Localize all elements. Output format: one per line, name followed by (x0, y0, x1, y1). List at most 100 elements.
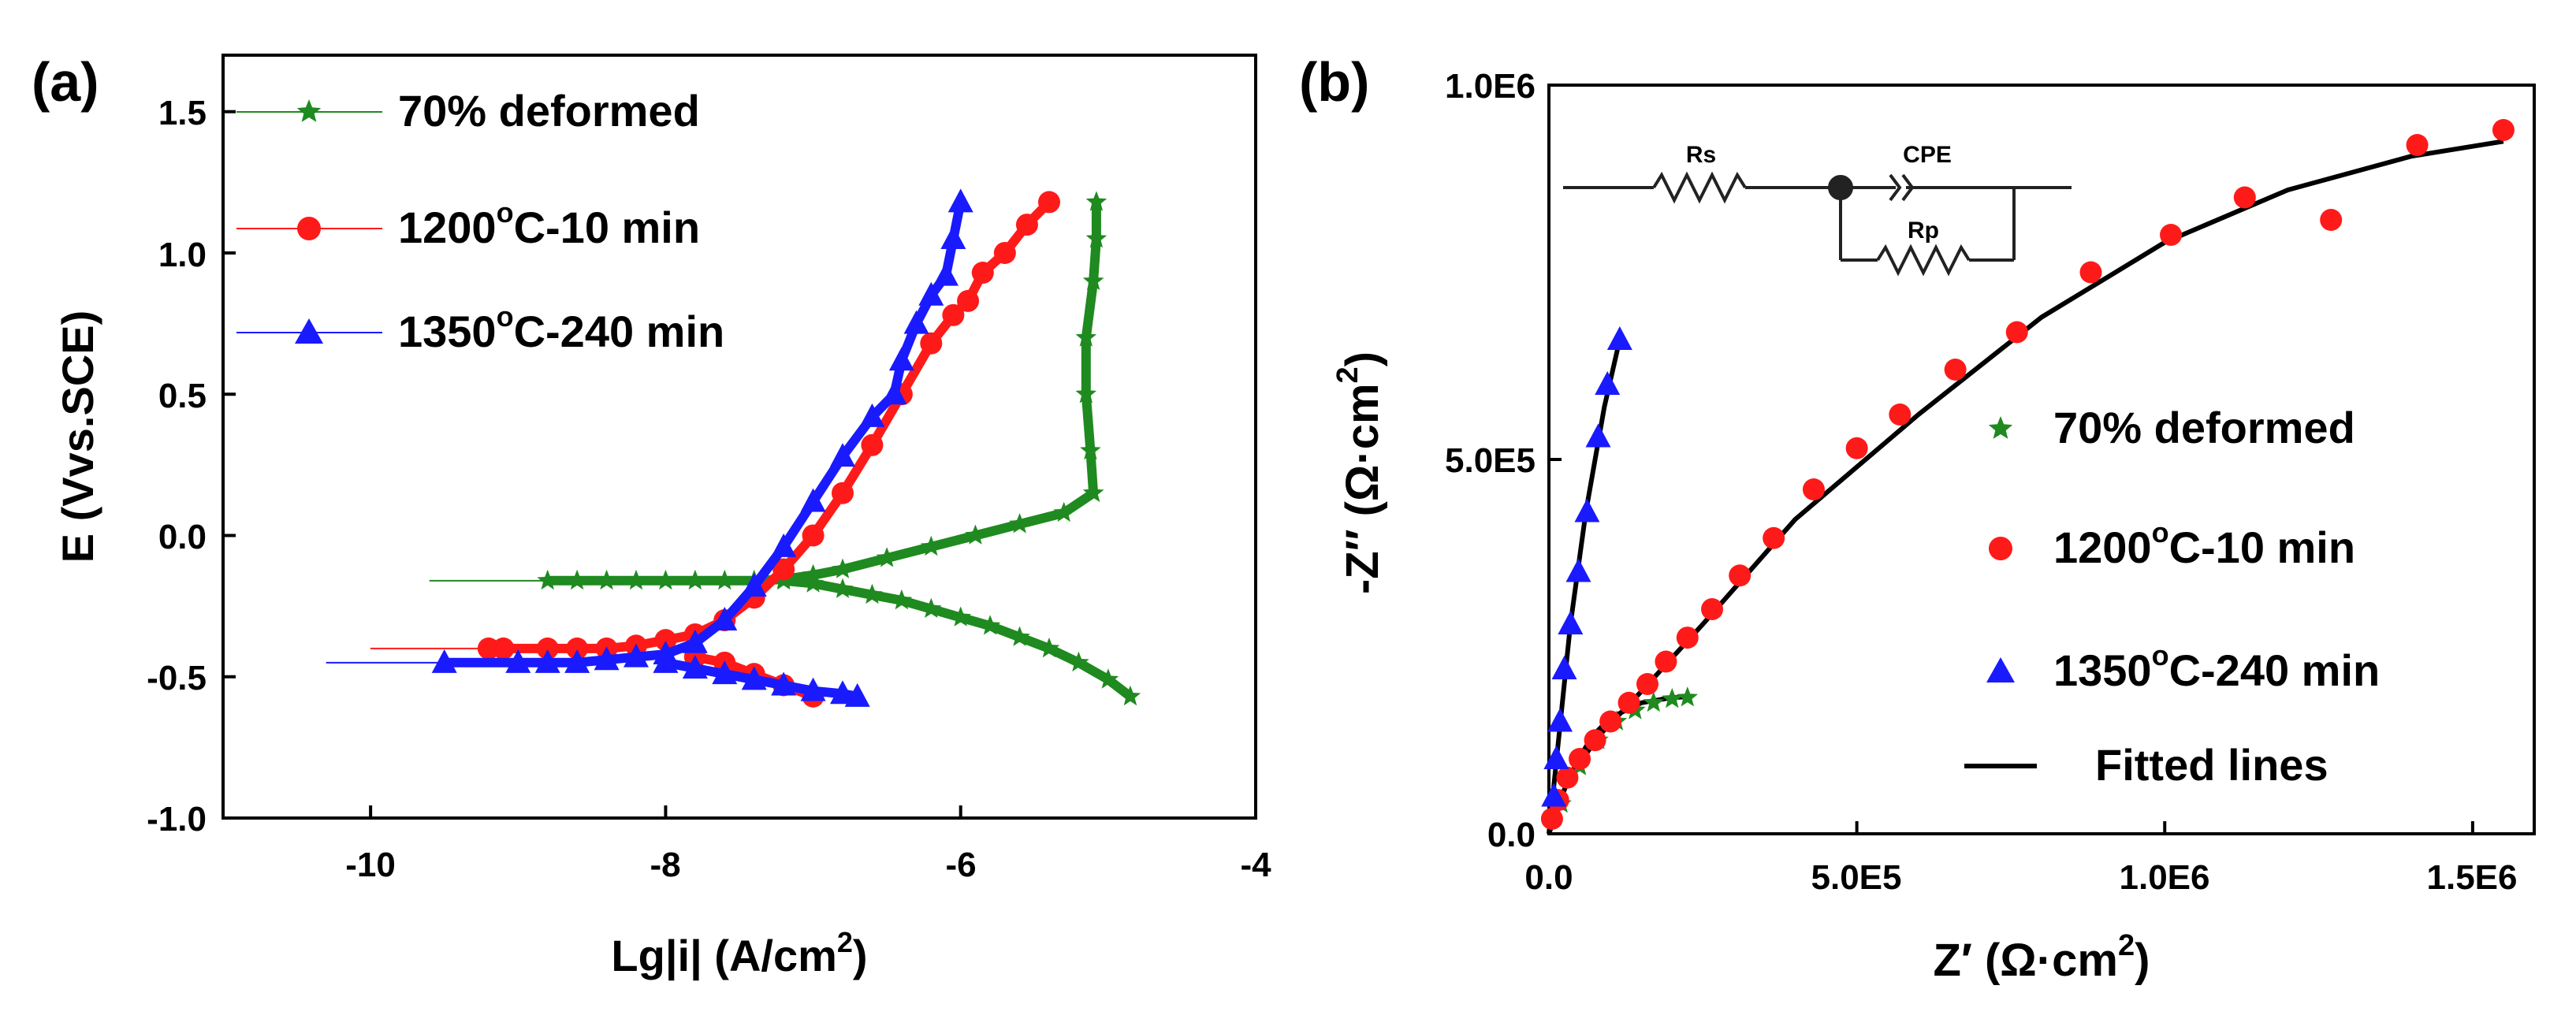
panel-a-point-deformed (832, 578, 854, 598)
panel-a-point-c1350 (712, 607, 738, 631)
panel-a-ytick-label: 0.0 (158, 518, 207, 556)
panel-a-legend: 70% deformed 1200oC-10 min 1350oC-240 mi… (236, 86, 724, 356)
panel-a-point-deformed (596, 569, 617, 590)
panel-a-point-c1350 (741, 666, 767, 690)
panel-a-point-c1350 (933, 262, 959, 286)
panel-b-point-c1350 (1543, 746, 1569, 769)
panel-b-series-c1200 (1540, 119, 2515, 830)
panel-b-xlabel-sup: 2 (2118, 929, 2135, 962)
panel-a-polarization: (a) 1.5 1.0 0.5 0.0 -0.5 -1.0 -10 -8 -6 … (32, 51, 1271, 981)
panel-b-point-c1350 (1547, 708, 1573, 732)
panel-b-y-axis: 1.0E6 5.0E5 0.0 (1445, 67, 1536, 854)
panel-a-ytick-label: -1.0 (147, 800, 207, 839)
panel-b-xtick-label: 1.5E6 (2427, 858, 2518, 897)
panel-a-point-c1200 (832, 482, 854, 504)
panel-b-ytick-label: 5.0E5 (1445, 441, 1536, 480)
panel-b-point-c1350 (1585, 423, 1611, 448)
legend-b-1350-main: 1350 (2053, 645, 2152, 695)
panel-a-point-deformed (1080, 439, 1101, 460)
panel-a-point-deformed (1038, 637, 1060, 658)
legend-b-label-fit: Fitted lines (2095, 740, 2328, 790)
legend-a-label-1350: 1350oC-240 min (398, 300, 724, 356)
panel-b-point-c1200 (1636, 673, 1658, 695)
panel-a-point-c1350 (903, 310, 929, 334)
panel-a-point-c1200 (536, 637, 559, 660)
panel-a-point-c1200 (566, 637, 589, 660)
panel-a-y-axis-title: E (Vvs.SCE) (53, 311, 102, 563)
panel-a-series-layer (326, 188, 1141, 708)
panel-a-point-c1200 (654, 629, 677, 652)
panel-a-point-deformed (1075, 326, 1097, 347)
panel-b-point-c1350 (1565, 558, 1591, 582)
panel-a-ytick-label: 1.5 (158, 94, 207, 132)
panel-a-point-deformed (862, 583, 883, 604)
panel-b-point-c1200 (1569, 748, 1591, 770)
panel-a-point-c1200 (957, 289, 980, 312)
panel-b-point-c1350 (1606, 326, 1632, 350)
legend-b-marker-1200 (1989, 537, 2012, 560)
legend-a-marker-deformed (296, 99, 322, 122)
panel-a-point-c1350 (881, 381, 907, 405)
circuit-rs-label: Rs (1686, 142, 1716, 168)
panel-b-point-c1200 (2160, 224, 2183, 246)
panel-a-x-axis: -10 -8 -6 -4 (345, 846, 1271, 884)
panel-a-point-deformed (1082, 270, 1104, 291)
panel-b-point-deformed (1643, 691, 1665, 712)
panel-b-point-c1200 (1676, 627, 1699, 649)
panel-b-point-c1350 (1541, 783, 1567, 807)
panel-a-xtick-label: -6 (945, 846, 976, 884)
panel-b-point-c1200 (1599, 710, 1622, 733)
panel-b-point-c1200 (1802, 478, 1825, 500)
panel-a-point-deformed (625, 569, 647, 590)
panel-a-point-c1350 (830, 443, 855, 467)
circuit-rp-label: Rp (1908, 218, 1939, 244)
panel-b-x-axis-title: Z′ (Ω·cm2) (1934, 929, 2150, 986)
panel-b-legend: 70% deformed 1200oC-10 min 1350oC-240 mi… (1964, 403, 2380, 790)
panel-a-point-c1200 (920, 332, 943, 355)
panel-b-point-deformed (1661, 688, 1683, 708)
legend-b-marker-1350 (1986, 657, 2015, 682)
legend-b-1200-main: 1200 (2053, 523, 2152, 572)
panel-b-ylabel-end: ) (1337, 351, 1388, 366)
panel-a-point-deformed (891, 589, 913, 610)
panel-a-point-deformed (979, 615, 1001, 635)
panel-a-point-deformed (1009, 626, 1030, 646)
panel-a-point-c1200 (861, 433, 884, 456)
circuit-cpe-label: CPE (1903, 142, 1952, 168)
panel-b-fit-line-0 (1547, 139, 2504, 835)
panel-b-point-c1350 (1551, 656, 1577, 679)
panel-b-ytick-label: 0.0 (1487, 816, 1536, 854)
circuit-cpe-symbol-left (1889, 173, 1902, 202)
panel-b-point-c1350 (1595, 371, 1621, 395)
panel-a-point-c1350 (888, 347, 914, 371)
panel-a-point-deformed (1009, 513, 1030, 534)
panel-a-point-deformed (1119, 685, 1141, 706)
panel-b-xtick-label: 1.0E6 (2120, 858, 2210, 897)
panel-b-xtick-label: 0.0 (1524, 858, 1573, 897)
panel-a-point-deformed (655, 569, 676, 590)
panel-b-point-c1200 (2320, 209, 2343, 231)
legend-a-1200-main: 1200 (398, 203, 497, 252)
panel-a-point-deformed (1085, 191, 1107, 211)
legend-a-label-1200: 1200oC-10 min (398, 196, 700, 252)
panel-b-point-c1350 (1574, 498, 1600, 523)
panel-b-tick-marks (1547, 84, 2474, 835)
panel-b-point-c1350 (1558, 611, 1584, 634)
legend-b-1200-end: C-10 min (2169, 523, 2356, 572)
panel-a-point-c1200 (1015, 214, 1038, 236)
panel-b-xlabel-end: ) (2135, 935, 2150, 986)
legend-a-1200-sup: o (497, 196, 514, 229)
panel-b-point-c1200 (1701, 598, 1724, 620)
legend-a-1350-end: C-240 min (514, 307, 725, 356)
panel-a-point-deformed (714, 569, 735, 590)
circuit-rp-resistor (1876, 244, 1971, 277)
panel-b-point-c1200 (1655, 650, 1677, 673)
panel-a-point-deformed (950, 606, 971, 627)
panel-a-point-c1350 (859, 403, 885, 427)
panel-a-point-deformed (832, 558, 854, 578)
panel-b-point-c1200 (2406, 134, 2429, 156)
legend-a-marker-1350 (295, 318, 323, 344)
panel-b-point-c1200 (1540, 808, 1563, 830)
panel-a-point-c1350 (800, 488, 826, 512)
